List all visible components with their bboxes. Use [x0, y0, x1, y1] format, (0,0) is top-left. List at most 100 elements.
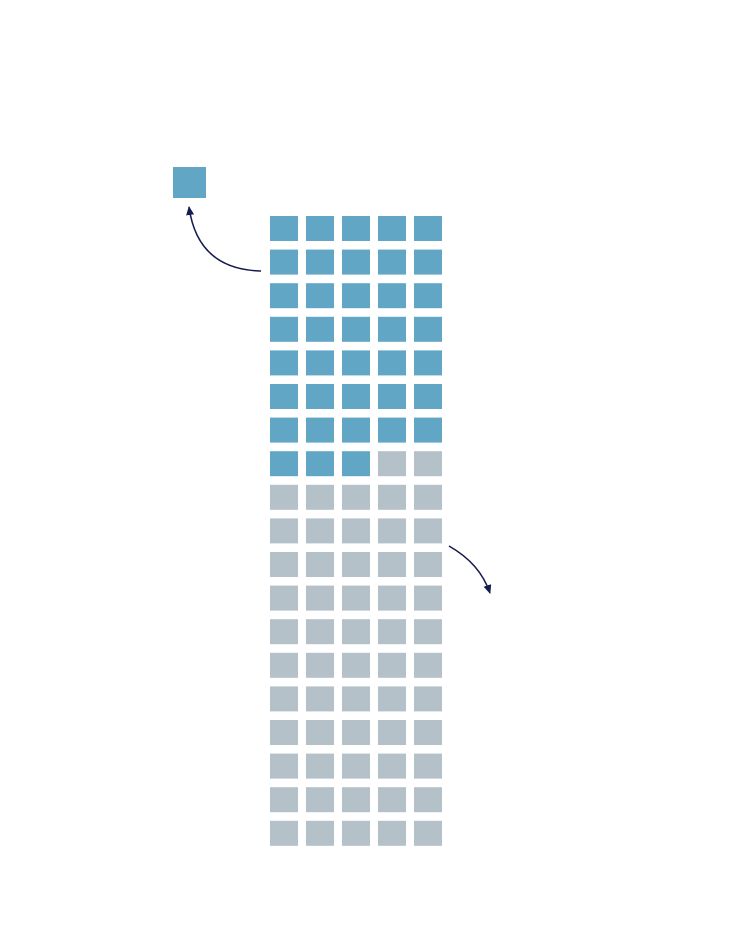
waffle-cell-other: [378, 652, 406, 678]
waffle-cell-highlighted: [378, 417, 406, 443]
waffle-cell-other: [414, 451, 442, 477]
waffle-cell-highlighted: [306, 283, 334, 309]
waffle-cell-other: [378, 451, 406, 477]
waffle-cell-highlighted: [414, 216, 442, 241]
waffle-cell-other: [378, 720, 406, 745]
waffle-cell-other: [270, 652, 298, 678]
waffle-cell-highlighted: [342, 350, 370, 376]
waffle-cell-highlighted: [378, 316, 406, 342]
waffle-cell-other: [414, 652, 442, 678]
waffle-cell-other: [270, 720, 298, 745]
waffle-cell-other: [270, 787, 298, 813]
waffle-cell-other: [342, 518, 370, 544]
waffle-cell-other: [306, 686, 334, 712]
waffle-cell-other: [378, 484, 406, 510]
waffle-cell-other: [414, 686, 442, 712]
waffle-cell-other: [414, 484, 442, 510]
waffle-cell-highlighted: [342, 283, 370, 309]
waffle-cell-highlighted: [378, 384, 406, 409]
legend-marker: [173, 167, 206, 198]
waffle-cell-other: [378, 619, 406, 645]
waffle-cell-highlighted: [270, 417, 298, 443]
waffle-cell-other: [378, 820, 406, 846]
waffle-cell-highlighted: [414, 417, 442, 443]
waffle-cell-highlighted: [342, 451, 370, 477]
waffle-cell-other: [342, 686, 370, 712]
waffle-cell-other: [270, 753, 298, 779]
waffle-cell-other: [414, 787, 442, 813]
waffle-cell-other: [270, 552, 298, 577]
waffle-cell-highlighted: [306, 350, 334, 376]
waffle-cell-highlighted: [342, 384, 370, 409]
waffle-cell-highlighted: [270, 451, 298, 477]
waffle-cell-highlighted: [414, 350, 442, 376]
waffle-cell-other: [270, 484, 298, 510]
waffle-cell-other: [342, 585, 370, 611]
waffle-cell-highlighted: [270, 350, 298, 376]
waffle-cell-other: [342, 720, 370, 745]
highlight-arrow: [186, 206, 262, 272]
waffle-cell-highlighted: [342, 249, 370, 275]
waffle-cell-other: [270, 619, 298, 645]
waffle-cell-other: [270, 686, 298, 712]
waffle-cell-highlighted: [342, 316, 370, 342]
waffle-cell-other: [342, 619, 370, 645]
waffle-cell-other: [270, 518, 298, 544]
other-arrow: [448, 545, 492, 594]
waffle-cell-highlighted: [270, 216, 298, 241]
waffle-cell-highlighted: [342, 417, 370, 443]
waffle-cell-other: [306, 585, 334, 611]
waffle-cell-highlighted: [378, 283, 406, 309]
waffle-cell-highlighted: [270, 283, 298, 309]
waffle-cell-highlighted: [270, 316, 298, 342]
waffle-cell-other: [414, 518, 442, 544]
waffle-cell-highlighted: [306, 216, 334, 241]
waffle-cell-other: [306, 552, 334, 577]
waffle-cell-other: [306, 518, 334, 544]
waffle-cell-other: [270, 820, 298, 846]
waffle-cell-other: [342, 787, 370, 813]
waffle-cell-other: [414, 552, 442, 577]
waffle-cell-other: [342, 820, 370, 846]
waffle-cell-other: [342, 484, 370, 510]
waffle-cell-other: [414, 585, 442, 611]
waffle-cell-other: [306, 652, 334, 678]
waffle-grid: [270, 216, 442, 846]
waffle-cell-other: [342, 652, 370, 678]
waffle-cell-other: [378, 686, 406, 712]
waffle-cell-other: [378, 787, 406, 813]
waffle-cell-highlighted: [414, 384, 442, 409]
waffle-cell-other: [306, 753, 334, 779]
waffle-cell-other: [342, 552, 370, 577]
waffle-cell-other: [306, 720, 334, 745]
waffle-cell-highlighted: [270, 384, 298, 409]
waffle-cell-highlighted: [306, 249, 334, 275]
waffle-cell-highlighted: [414, 249, 442, 275]
waffle-cell-other: [378, 552, 406, 577]
waffle-cell-other: [414, 753, 442, 779]
waffle-cell-other: [306, 619, 334, 645]
waffle-cell-other: [414, 720, 442, 745]
waffle-cell-other: [414, 619, 442, 645]
waffle-cell-other: [378, 585, 406, 611]
waffle-cell-other: [342, 753, 370, 779]
waffle-cell-other: [306, 787, 334, 813]
waffle-cell-highlighted: [414, 316, 442, 342]
waffle-cell-other: [306, 820, 334, 846]
waffle-cell-highlighted: [378, 216, 406, 241]
waffle-cell-highlighted: [306, 384, 334, 409]
waffle-cell-other: [306, 484, 334, 510]
waffle-cell-highlighted: [306, 417, 334, 443]
waffle-cell-highlighted: [270, 249, 298, 275]
waffle-cell-other: [378, 753, 406, 779]
waffle-cell-highlighted: [306, 316, 334, 342]
waffle-cell-other: [270, 585, 298, 611]
waffle-cell-highlighted: [378, 249, 406, 275]
waffle-cell-other: [414, 820, 442, 846]
waffle-cell-highlighted: [378, 350, 406, 376]
waffle-cell-highlighted: [306, 451, 334, 477]
waffle-cell-highlighted: [414, 283, 442, 309]
waffle-cell-other: [378, 518, 406, 544]
waffle-cell-highlighted: [342, 216, 370, 241]
